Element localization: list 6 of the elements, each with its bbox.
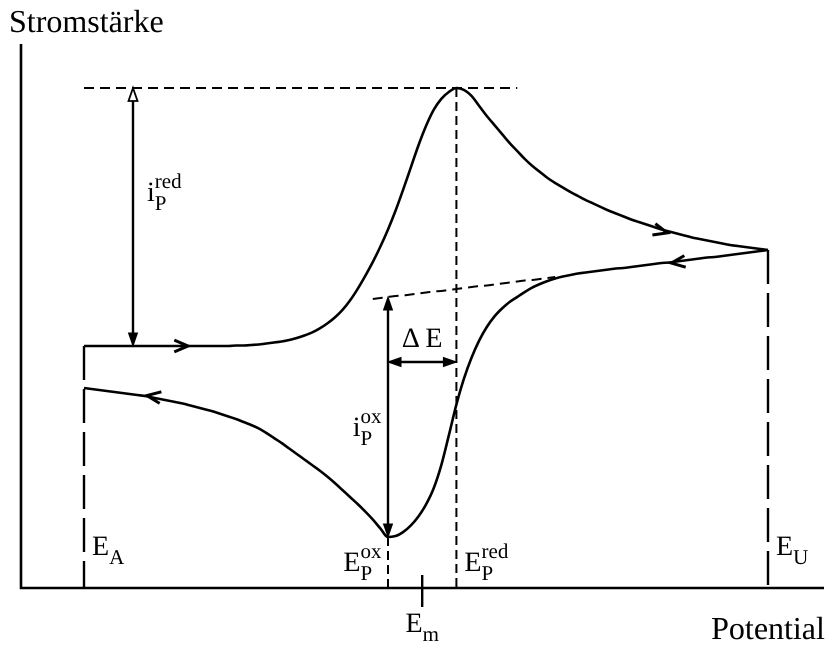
annotation: Δ E — [402, 323, 442, 354]
annotation: E$_{A}$ — [92, 531, 126, 569]
text: E$_{U}$ — [776, 531, 808, 569]
text: E$_{m}$ — [405, 608, 439, 646]
y-axis-title: Stromstärke — [9, 3, 164, 39]
x-axis-title: Potential — [711, 610, 825, 646]
